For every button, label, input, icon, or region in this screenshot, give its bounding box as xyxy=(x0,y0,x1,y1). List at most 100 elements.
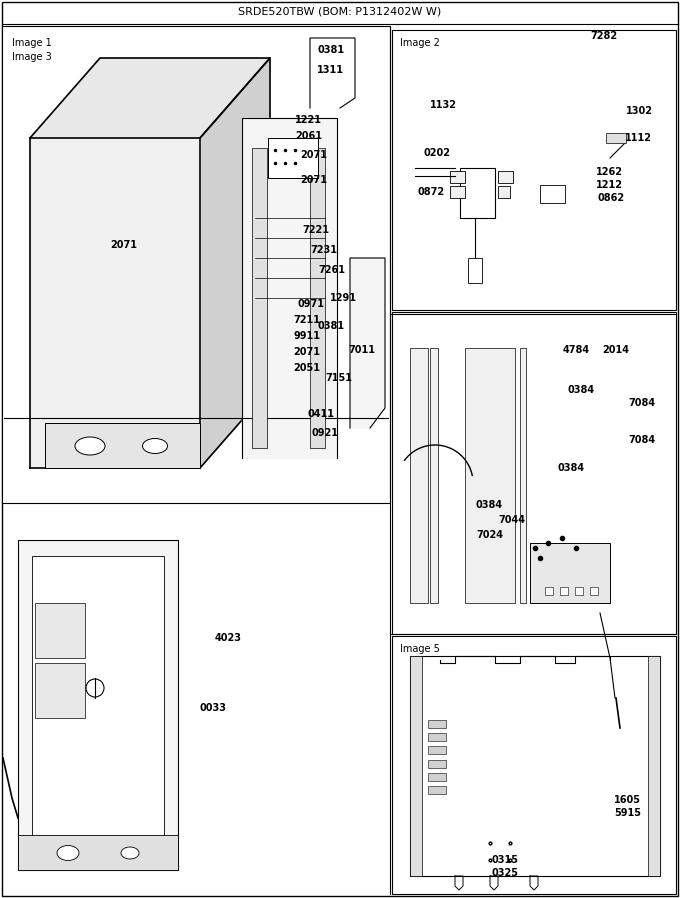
Bar xyxy=(35,663,85,718)
Text: 0872: 0872 xyxy=(418,187,445,197)
Bar xyxy=(428,733,446,741)
Bar xyxy=(268,138,318,178)
Text: 1291: 1291 xyxy=(330,293,357,303)
Ellipse shape xyxy=(57,846,79,860)
Text: 7084: 7084 xyxy=(628,435,655,445)
Bar xyxy=(392,636,676,894)
Polygon shape xyxy=(242,118,337,458)
Text: 0971: 0971 xyxy=(298,299,325,309)
Text: 1605: 1605 xyxy=(614,795,641,805)
Text: 9911: 9911 xyxy=(293,331,320,341)
Text: 0381: 0381 xyxy=(317,45,344,55)
Bar xyxy=(540,185,565,203)
Bar xyxy=(450,186,465,198)
Bar xyxy=(252,148,267,448)
Text: 0921: 0921 xyxy=(312,428,339,438)
Ellipse shape xyxy=(121,847,139,859)
Ellipse shape xyxy=(86,679,104,697)
Text: 2071: 2071 xyxy=(300,150,327,160)
Bar xyxy=(530,543,610,603)
Text: 7231: 7231 xyxy=(310,245,337,255)
Ellipse shape xyxy=(143,438,167,453)
Bar xyxy=(498,171,513,183)
Bar xyxy=(410,348,428,603)
Bar xyxy=(35,603,85,658)
Bar xyxy=(465,348,515,603)
Text: 5915: 5915 xyxy=(614,808,641,818)
Bar xyxy=(428,773,446,781)
Text: 0411: 0411 xyxy=(308,409,335,419)
Text: SRDE520TBW (BOM: P1312402W W): SRDE520TBW (BOM: P1312402W W) xyxy=(239,7,441,17)
Text: 0384: 0384 xyxy=(476,500,503,510)
Bar xyxy=(590,587,598,595)
Text: 1262: 1262 xyxy=(596,167,623,177)
Text: 2051: 2051 xyxy=(293,363,320,373)
Text: 7221: 7221 xyxy=(302,225,329,235)
Text: 7282: 7282 xyxy=(590,31,617,41)
Text: Image 4: Image 4 xyxy=(400,320,440,330)
Bar xyxy=(545,587,553,595)
Text: 1112: 1112 xyxy=(625,133,652,143)
Text: 2071: 2071 xyxy=(293,347,320,357)
Text: Image 1: Image 1 xyxy=(12,38,52,48)
Polygon shape xyxy=(350,258,385,428)
Text: 7261: 7261 xyxy=(318,265,345,275)
Bar xyxy=(560,587,568,595)
Bar xyxy=(575,587,583,595)
Bar xyxy=(392,30,676,310)
Bar xyxy=(18,835,178,870)
Bar xyxy=(468,258,482,283)
Text: 0033: 0033 xyxy=(200,703,227,713)
Text: 4784: 4784 xyxy=(563,345,590,355)
Bar xyxy=(400,318,665,618)
Text: 7044: 7044 xyxy=(498,515,525,525)
Text: 2071: 2071 xyxy=(300,175,327,185)
Bar xyxy=(428,746,446,754)
Text: 2061: 2061 xyxy=(295,131,322,141)
Bar xyxy=(606,133,626,143)
Text: 1311: 1311 xyxy=(317,65,344,75)
Text: 0862: 0862 xyxy=(598,193,625,203)
Text: Image 2: Image 2 xyxy=(400,38,440,48)
Text: 0315: 0315 xyxy=(492,855,519,865)
Text: Image 3: Image 3 xyxy=(12,52,52,62)
Text: 0381: 0381 xyxy=(318,321,345,331)
Text: 7151: 7151 xyxy=(325,373,352,383)
Bar xyxy=(428,786,446,794)
Bar xyxy=(2,26,390,503)
Text: 0384: 0384 xyxy=(558,463,585,473)
Bar xyxy=(498,186,510,198)
Bar xyxy=(450,171,465,183)
Bar xyxy=(648,656,660,876)
Text: Image 5: Image 5 xyxy=(400,644,440,654)
Text: 1221: 1221 xyxy=(295,115,322,125)
Text: 1212: 1212 xyxy=(596,180,623,190)
Bar xyxy=(410,656,422,876)
Text: 1132: 1132 xyxy=(430,100,457,110)
Text: 2071: 2071 xyxy=(110,240,137,250)
Text: 7024: 7024 xyxy=(476,530,503,540)
Bar xyxy=(18,540,178,870)
Text: 0202: 0202 xyxy=(423,148,450,158)
Polygon shape xyxy=(200,58,270,468)
Ellipse shape xyxy=(75,437,105,455)
Text: 2014: 2014 xyxy=(602,345,629,355)
Bar xyxy=(392,312,676,634)
Text: 7011: 7011 xyxy=(348,345,375,355)
Bar xyxy=(428,720,446,728)
Text: 1302: 1302 xyxy=(626,106,653,116)
Bar xyxy=(428,760,446,768)
Polygon shape xyxy=(30,58,270,138)
Text: 0384: 0384 xyxy=(567,385,594,395)
Bar xyxy=(520,348,526,603)
Bar xyxy=(430,348,438,603)
Bar xyxy=(460,168,495,218)
Bar xyxy=(310,148,325,448)
Text: 4023: 4023 xyxy=(215,633,242,643)
Bar xyxy=(45,423,200,468)
Text: 0325: 0325 xyxy=(492,868,519,878)
Polygon shape xyxy=(30,138,200,468)
Bar xyxy=(410,656,660,876)
Bar xyxy=(32,556,164,856)
Text: 7211: 7211 xyxy=(293,315,320,325)
